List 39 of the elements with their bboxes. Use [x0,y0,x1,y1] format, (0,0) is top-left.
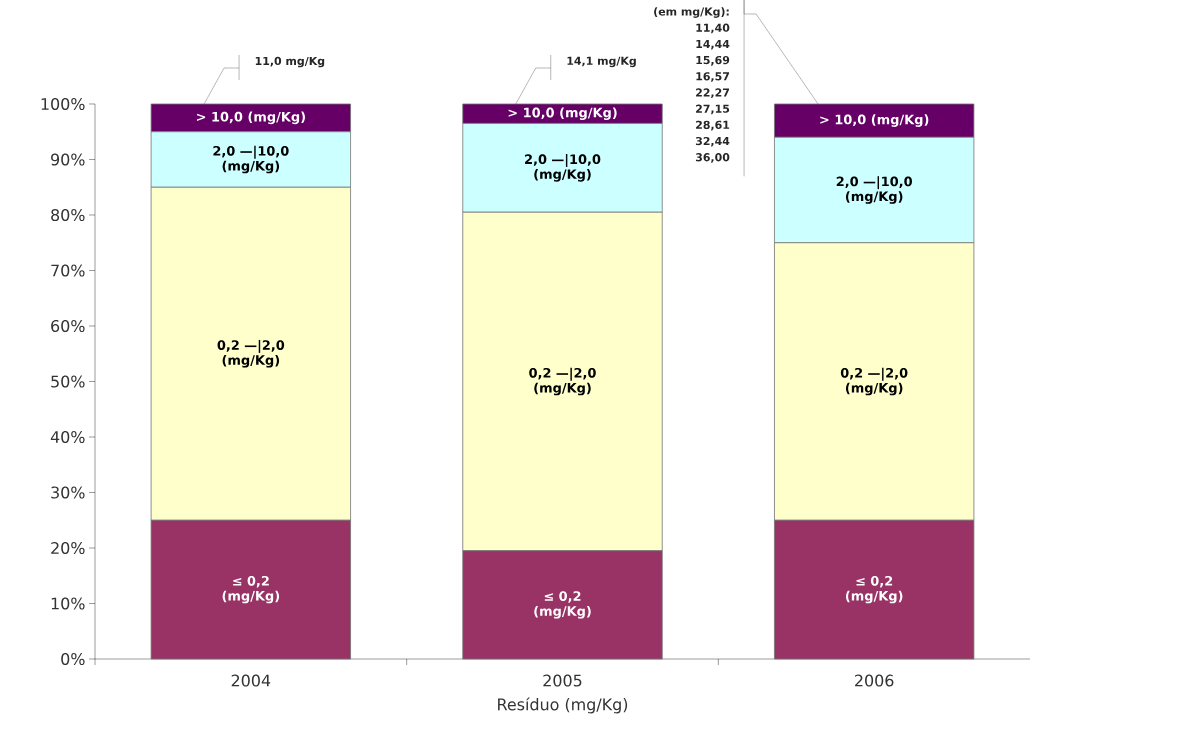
text: > 10,0 (mg/Kg) [820,114,929,127]
x-tick-label: 2006 [855,674,894,687]
text: 22,27 [696,88,730,99]
text: 11,0 mg/Kg [255,56,325,68]
text: 11,40 [696,23,730,34]
annotation: 27,15 [696,104,730,115]
text: ≤ 0,2 (mg/Kg) [222,575,280,604]
series-label: 2,0 —|10,0 (mg/Kg) [213,145,289,174]
x-tick-label: 2004 [231,674,271,687]
annotation: 36,00 [695,153,730,163]
series-label: 0,2 —|2,0 (mg/Kg) [217,339,285,368]
annotation: 32,44 [695,136,730,147]
y-tick-label: 90% [51,153,85,166]
y-tick-label: 30% [51,486,85,499]
y-tick-label: 100% [41,97,85,111]
series-label: ≤ 0,2 (mg/Kg) [534,591,591,619]
x-tick-label: 2005 [543,674,582,687]
text: ≤ 0,2 (mg/Kg) [845,575,903,604]
text: 16,57 [696,72,730,82]
text: 2,0 —|10,0 (mg/Kg) [525,154,601,182]
y-tick-label: 0% [61,652,85,666]
series-label: > 10,0 (mg/Kg) [508,107,617,121]
y-tick-label: 70% [51,264,85,277]
text: 14,1 mg/Kg [567,56,636,68]
text: 2,0 —|10,0 (mg/Kg) [836,176,913,204]
y-tick-label: 40% [50,430,85,444]
text: 15,69 [696,55,730,66]
x-axis-title: Resíduo (mg/Kg) [498,697,628,714]
y-tick-label: 80% [51,208,85,222]
text: 14,44 [696,39,730,50]
y-tick-label: 50% [51,375,85,388]
text: 0,2 —|2,0 (mg/Kg) [529,367,596,396]
y-tick-label: 20% [51,541,85,555]
text: (em mg/Kg): [654,7,729,18]
y-tick-label: 10% [51,597,85,610]
y-tick-label: 60% [51,319,85,333]
text: > 10,0 (mg/Kg) [196,111,305,125]
annotation: 28,61 [696,120,730,131]
text: 0,2 —|2,0 (mg/Kg) [840,367,908,396]
